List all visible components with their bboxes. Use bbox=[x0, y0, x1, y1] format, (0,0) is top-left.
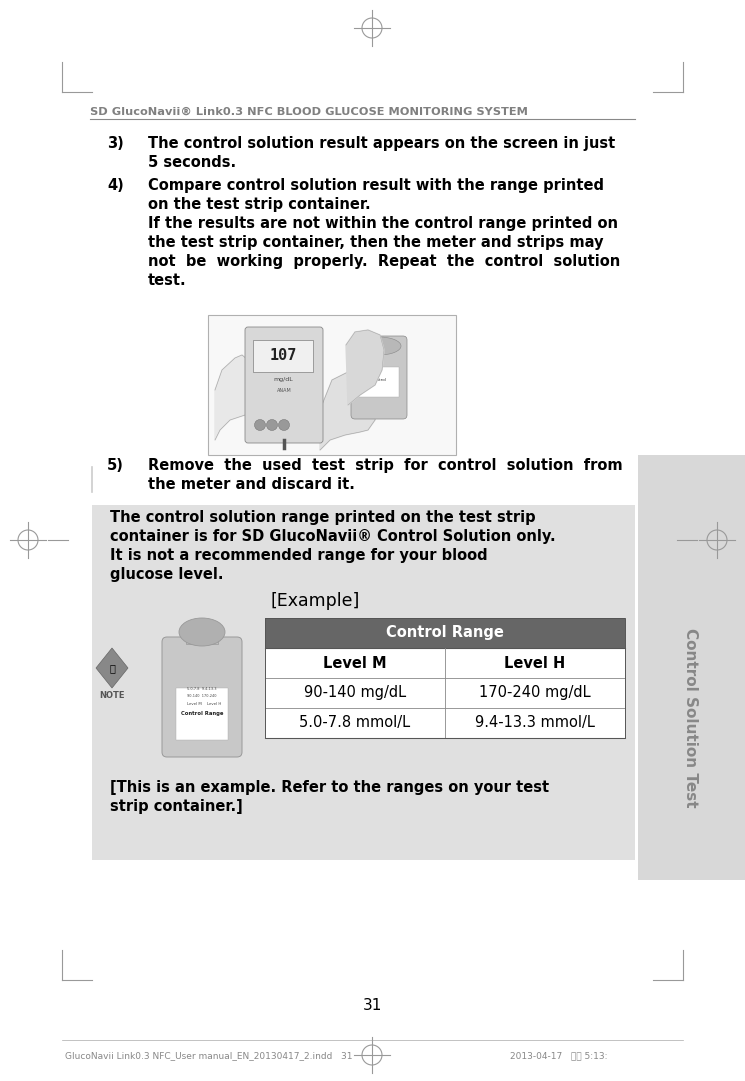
Bar bbox=[186, 626, 218, 644]
Circle shape bbox=[255, 419, 265, 430]
Text: the test strip container, then the meter and strips may: the test strip container, then the meter… bbox=[148, 235, 603, 250]
FancyBboxPatch shape bbox=[245, 326, 323, 443]
Bar bbox=[208, 315, 456, 455]
Text: 5.0-7.8 mmol/L: 5.0-7.8 mmol/L bbox=[299, 716, 410, 731]
Bar bbox=[265, 648, 625, 738]
Text: 4): 4) bbox=[107, 178, 124, 193]
Text: container is for SD GlucoNavii® Control Solution only.: container is for SD GlucoNavii® Control … bbox=[110, 529, 556, 544]
Text: 31: 31 bbox=[362, 998, 381, 1013]
Bar bbox=[265, 618, 625, 648]
Text: Level M: Level M bbox=[323, 655, 387, 670]
Text: 5 seconds.: 5 seconds. bbox=[148, 155, 236, 170]
Text: If the results are not within the control range printed on: If the results are not within the contro… bbox=[148, 216, 618, 231]
Circle shape bbox=[267, 419, 277, 430]
Text: The control solution range printed on the test strip: The control solution range printed on th… bbox=[110, 510, 536, 525]
Text: Control Range: Control Range bbox=[386, 626, 504, 641]
Text: Level H: Level H bbox=[504, 655, 565, 670]
Text: [Example]: [Example] bbox=[270, 592, 359, 610]
Text: 2013-04-17   오후 5:13:: 2013-04-17 오후 5:13: bbox=[510, 1051, 607, 1060]
Text: 9.4-13.3 mmol/L: 9.4-13.3 mmol/L bbox=[475, 716, 595, 731]
Circle shape bbox=[279, 419, 290, 430]
Text: 5): 5) bbox=[107, 458, 124, 473]
Text: 90-140 mg/dL: 90-140 mg/dL bbox=[304, 685, 406, 700]
Text: [This is an example. Refer to the ranges on your test: [This is an example. Refer to the ranges… bbox=[110, 780, 549, 795]
Text: 5.0-7.8  9.4-13.3: 5.0-7.8 9.4-13.3 bbox=[187, 688, 217, 691]
Text: Compare control solution result with the range printed: Compare control solution result with the… bbox=[148, 178, 604, 193]
Text: Control Range: Control Range bbox=[181, 711, 224, 717]
Text: Control: Control bbox=[372, 378, 387, 382]
Text: SD GlucoNavii® Link0.3 NFC BLOOD GLUCOSE MONITORING SYSTEM: SD GlucoNavii® Link0.3 NFC BLOOD GLUCOSE… bbox=[90, 107, 528, 117]
Text: NOTE: NOTE bbox=[99, 692, 124, 700]
Bar bbox=[265, 618, 625, 738]
Text: Level H: Level H bbox=[207, 702, 221, 706]
Text: Level M: Level M bbox=[187, 702, 201, 706]
Polygon shape bbox=[346, 330, 384, 405]
Text: the meter and discard it.: the meter and discard it. bbox=[148, 477, 355, 492]
Text: GlucoNavii Link0.3 NFC_User manual_EN_20130417_2.indd   31: GlucoNavii Link0.3 NFC_User manual_EN_20… bbox=[65, 1051, 352, 1060]
Polygon shape bbox=[320, 370, 378, 450]
Text: not  be  working  properly.  Repeat  the  control  solution: not be working properly. Repeat the cont… bbox=[148, 254, 621, 269]
Bar bbox=[176, 688, 228, 740]
Polygon shape bbox=[215, 355, 250, 440]
Text: 📋: 📋 bbox=[109, 663, 115, 673]
Text: mg/dL: mg/dL bbox=[273, 377, 293, 383]
Bar bbox=[253, 341, 313, 372]
FancyBboxPatch shape bbox=[162, 637, 242, 757]
Text: ANAM: ANAM bbox=[276, 387, 291, 392]
Text: test.: test. bbox=[148, 273, 187, 288]
Bar bbox=[359, 368, 399, 397]
Bar bbox=[638, 455, 745, 880]
Polygon shape bbox=[96, 648, 128, 688]
Text: glucose level.: glucose level. bbox=[110, 568, 224, 582]
Text: 90-140  170-240: 90-140 170-240 bbox=[187, 694, 217, 698]
Text: It is not a recommended range for your blood: It is not a recommended range for your b… bbox=[110, 548, 488, 563]
Text: strip container.]: strip container.] bbox=[110, 799, 243, 814]
Text: Control Solution Test: Control Solution Test bbox=[683, 628, 699, 808]
Bar bbox=[92, 505, 635, 860]
Ellipse shape bbox=[357, 337, 401, 355]
Text: The control solution result appears on the screen in just: The control solution result appears on t… bbox=[148, 136, 615, 151]
Text: Remove  the  used  test  strip  for  control  solution  from: Remove the used test strip for control s… bbox=[148, 458, 623, 473]
FancyBboxPatch shape bbox=[351, 336, 407, 419]
Ellipse shape bbox=[179, 618, 225, 646]
Text: on the test strip container.: on the test strip container. bbox=[148, 197, 370, 212]
Text: 3): 3) bbox=[107, 136, 124, 151]
Text: 170-240 mg/dL: 170-240 mg/dL bbox=[479, 685, 591, 700]
Text: 107: 107 bbox=[269, 348, 297, 363]
